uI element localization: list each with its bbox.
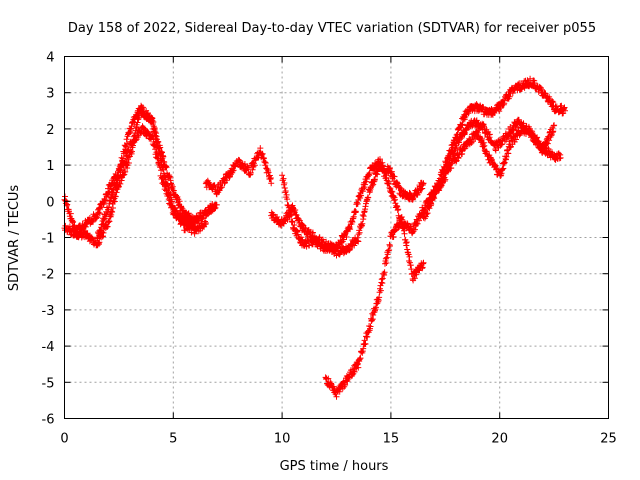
y-tick-label: 2	[46, 123, 54, 138]
series-arc-c	[94, 102, 220, 242]
x-axis-label: GPS time / hours	[280, 459, 389, 474]
series-points	[322, 214, 427, 400]
series-arc-j	[442, 122, 558, 179]
x-tick-label: 20	[491, 432, 508, 447]
y-tick-label: -2	[42, 268, 55, 283]
series-points	[94, 102, 220, 242]
x-tick-label: 0	[60, 432, 68, 447]
series-points	[442, 122, 558, 179]
x-tick-label: 15	[383, 432, 400, 447]
y-tick-label: -6	[42, 413, 55, 428]
y-tick-label: -5	[42, 376, 55, 391]
y-tick-label: 1	[46, 159, 54, 174]
series-points	[202, 145, 275, 198]
series-arc-g	[322, 214, 427, 400]
y-tick-label: 0	[46, 195, 54, 210]
series-arc-e	[268, 159, 427, 259]
y-tick-label: -4	[42, 340, 55, 355]
series-arc-d	[202, 145, 275, 198]
series-points	[268, 159, 427, 259]
data-layer	[61, 75, 568, 400]
y-tick-label: 4	[46, 51, 54, 66]
x-tick-label: 5	[169, 432, 177, 447]
chart-title: Day 158 of 2022, Sidereal Day-to-day VTE…	[68, 21, 596, 36]
x-tick-label: 10	[274, 432, 291, 447]
y-tick-label: -1	[42, 232, 55, 247]
y-tick-label: -3	[42, 304, 55, 319]
axis-layer: 0 5 10 15 20 25 -6 -5 -4 -3 -2 -1 0 1 2 3 4	[42, 51, 617, 447]
series-arc-f	[279, 156, 449, 254]
y-axis-label: SDTVAR / TECUs	[7, 185, 22, 292]
series-points	[279, 156, 449, 254]
y-tick-label: 3	[46, 87, 54, 102]
x-tick-label: 25	[600, 432, 617, 447]
